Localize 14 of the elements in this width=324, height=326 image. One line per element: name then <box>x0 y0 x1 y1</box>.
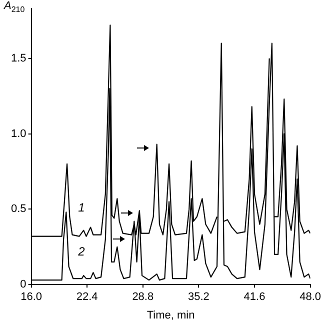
y-tick-label: 0.5 <box>10 203 26 216</box>
x-tick-label: 35.2 <box>188 291 210 304</box>
series-label: 1 <box>78 200 85 215</box>
x-axis-title: Time, min <box>146 309 195 322</box>
y-axis-title: A$_{210}$ <box>4 0 25 14</box>
x-tick-label: 22.4 <box>76 291 98 304</box>
y-tick-label: 1.0 <box>10 128 26 140</box>
x-tick-label: 41.6 <box>244 291 266 304</box>
x-tick-label: 28.8 <box>132 291 154 304</box>
y-tick-label: 0 <box>20 278 26 291</box>
series-label: 2 <box>77 244 86 258</box>
x-tick-label: 16.0 <box>20 291 42 304</box>
x-tick-label: 48.0 <box>300 291 322 304</box>
y-tick-label: 1.5 <box>10 52 26 64</box>
